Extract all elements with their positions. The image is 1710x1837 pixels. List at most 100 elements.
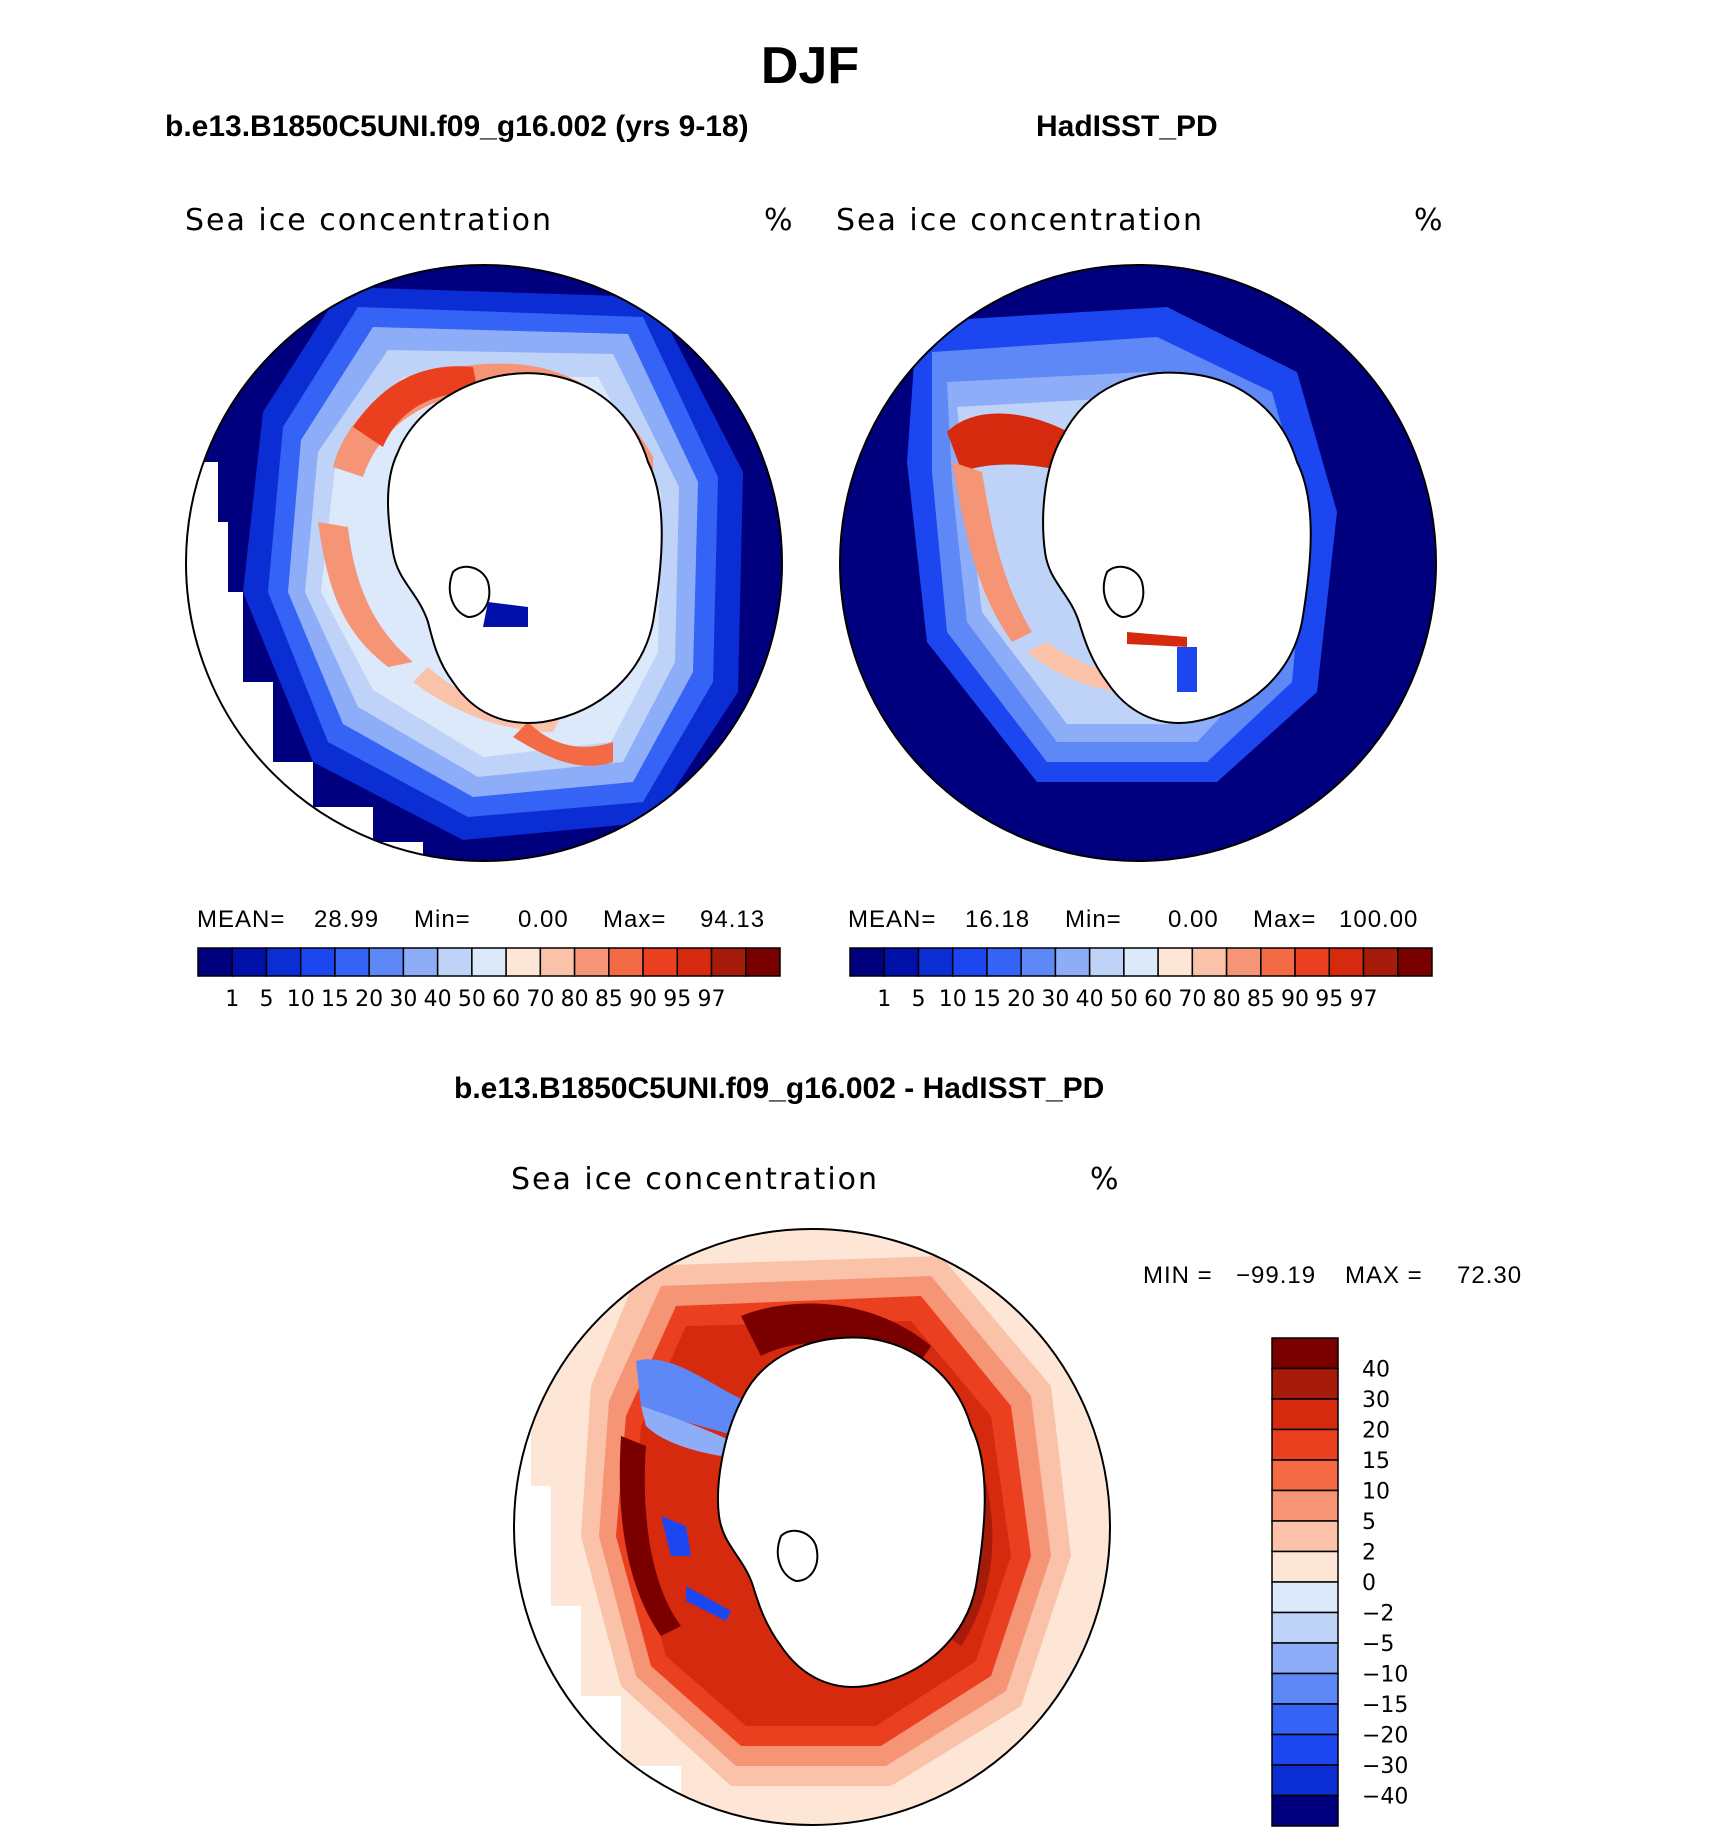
panel-2-max-label: Max= [1253,906,1317,933]
panel-1-colorbar-swatch [436,947,473,977]
panel-2-colorbar-tick-label: 90 [1281,987,1309,1012]
panel-2-colorbar-swatch [1260,947,1296,977]
panel-1-colorbar-tick-label: 95 [663,987,691,1012]
panel-2-colorbar: 1 5 10 15 20 30 40 50 60 70 80 85 90 95 97 [849,947,1433,1012]
panel-1-max-value: 94.13 [700,906,766,933]
panel-2-colorbar-swatch [1225,947,1262,977]
panel-2-colorbar-tick-label: 30 [1041,987,1069,1012]
panel-2-colorbar-swatch [1123,947,1159,977]
panel-2-colorbar-swatch [951,947,988,977]
panel-2-min-label: Min= [1065,906,1122,933]
panel-2-colorbar-swatch [1054,947,1091,977]
panel-3-colorbar-tick-label: 30 [1362,1388,1390,1413]
panel-1-colorbar-tick-label: 20 [355,987,383,1012]
panel-1-colorbar-tick-label: 40 [424,987,452,1012]
panel-1-colorbar-swatch [197,947,233,977]
panel-1-min-label: Min= [414,906,471,933]
panel-1-units-label: % [764,203,795,238]
panel-3-polar-map [513,1228,1111,1826]
panel-3-colorbar-tick-label: 10 [1362,1480,1390,1505]
panel-3-colorbar-tick-label: 15 [1362,1449,1390,1474]
panel-1-colorbar-tick-label: 10 [287,987,315,1012]
panel-3-max-value: 72.30 [1457,1262,1523,1289]
panel-3-colorbar-swatch [1271,1733,1339,1766]
panel-3-colorbar-swatch [1271,1520,1339,1553]
panel-2-colorbar-tick-label: 97 [1350,987,1378,1012]
panel-2-max-value: 100.00 [1339,906,1419,933]
panel-2-colorbar-swatch [1088,947,1125,977]
panel-3-colorbar-tick-label: −10 [1362,1663,1408,1688]
panel-2-mean-label: MEAN= [848,906,937,933]
panel-3-units-label: % [1090,1162,1121,1197]
panel-1-mean-label: MEAN= [197,906,286,933]
panel-3-colorbar-swatch [1271,1489,1339,1522]
panel-2-colorbar-swatch [1020,947,1057,977]
panel-1-variable-label: Sea ice concentration [185,203,554,238]
panel-3-colorbar-swatch [1271,1581,1339,1614]
panel-1-colorbar-swatch [402,947,439,977]
panel-2-colorbar-tick-label: 40 [1076,987,1104,1012]
panel-2-colorbar-tick-label: 1 [877,987,891,1012]
panel-1-colorbar-swatch [471,947,507,977]
panel-1-colorbar-tick-label: 50 [458,987,486,1012]
panel-1-colorbar-tick-label: 15 [321,987,349,1012]
page-title: DJF [760,37,860,95]
panel-1-colorbar-tick-label: 90 [629,987,657,1012]
panel-2-colorbar-tick-label: 15 [973,987,1001,1012]
panel-3-colorbar-swatch [1271,1459,1339,1492]
panel-2-colorbar-swatch [849,947,885,977]
panel-2-colorbar-tick-label: 50 [1110,987,1138,1012]
panel-1-colorbar-swatch [608,947,644,977]
panel-2-units-label: % [1414,203,1445,238]
panel-1-colorbar-swatch [265,947,302,977]
panel-1-colorbar-swatch [539,947,576,977]
panel-1-colorbar-tick-label: 30 [389,987,417,1012]
panel-2-colorbar-tick-label: 60 [1144,987,1172,1012]
panel-3-max-label: MAX = [1345,1262,1423,1289]
panel-3-min-value: −99.19 [1236,1262,1317,1289]
panel-3-colorbar-tick-label: 40 [1362,1358,1390,1383]
panel-2-colorbar-tick-label: 20 [1007,987,1035,1012]
panel-3-colorbar-swatch [1271,1398,1339,1431]
panel-3-colorbar-swatch [1271,1764,1339,1797]
panel-3-colorbar-tick-label: 2 [1362,1541,1376,1566]
panel-3-colorbar-swatch [1271,1703,1339,1736]
panel-2-colorbar-swatch [1397,947,1433,977]
panel-3-min-label: MIN = [1143,1262,1213,1289]
panel-1-colorbar-swatch [676,947,713,977]
panel-1-colorbar-tick-label: 60 [492,987,520,1012]
panel-2-colorbar-tick-label: 5 [911,987,925,1012]
panel-2-colorbar-swatch [1294,947,1331,977]
panel-1-polar-map [185,264,783,862]
panel-1-colorbar-tick-label: 97 [698,987,726,1012]
panel-2-mean-value: 16.18 [965,906,1031,933]
panel-3-colorbar-tick-label: −15 [1362,1693,1408,1718]
panel-3-colorbar-tick-label: 5 [1362,1510,1376,1535]
panel-3-colorbar-swatch [1271,1642,1339,1675]
panel-3-colorbar-tick-label: 20 [1362,1419,1390,1444]
panel-3-colorbar-tick-label: −2 [1362,1602,1394,1627]
panel-1-title: b.e13.B1850C5UNI.f09_g16.002 (yrs 9-18) [165,110,749,143]
panel-3-colorbar-swatch [1271,1337,1339,1370]
panel-3-colorbar-tick-label: −30 [1362,1754,1408,1779]
panel-2-colorbar-swatch [883,947,920,977]
panel-2-polar-map [839,264,1437,862]
panel-2-colorbar-tick-label: 10 [939,987,967,1012]
panel-2-min-value: 0.00 [1168,906,1219,933]
panel-3-colorbar-swatch [1271,1428,1339,1461]
panel-3-colorbar-swatch [1271,1794,1339,1827]
panel-2-colorbar-swatch [986,947,1022,977]
panel-2-variable-label: Sea ice concentration [836,203,1205,238]
panel-3-colorbar-swatch [1271,1367,1339,1400]
panel-1-mean-value: 28.99 [314,906,380,933]
panel-2-colorbar-swatch [1328,947,1365,977]
panel-1-colorbar: 1 5 10 15 20 30 40 50 60 70 80 85 90 95 97 [197,947,781,1012]
panel-2-title: HadISST_PD [1036,110,1218,143]
panel-3-colorbar-tick-label: −40 [1362,1785,1408,1810]
panel-1-colorbar-swatch [745,947,781,977]
panel-1-colorbar-swatch [505,947,542,977]
panel-3-variable-label: Sea ice concentration [511,1162,880,1197]
panel-2-colorbar-swatch [917,947,954,977]
panel-1-colorbar-tick-label: 85 [595,987,623,1012]
panel-2-colorbar-swatch [1157,947,1194,977]
